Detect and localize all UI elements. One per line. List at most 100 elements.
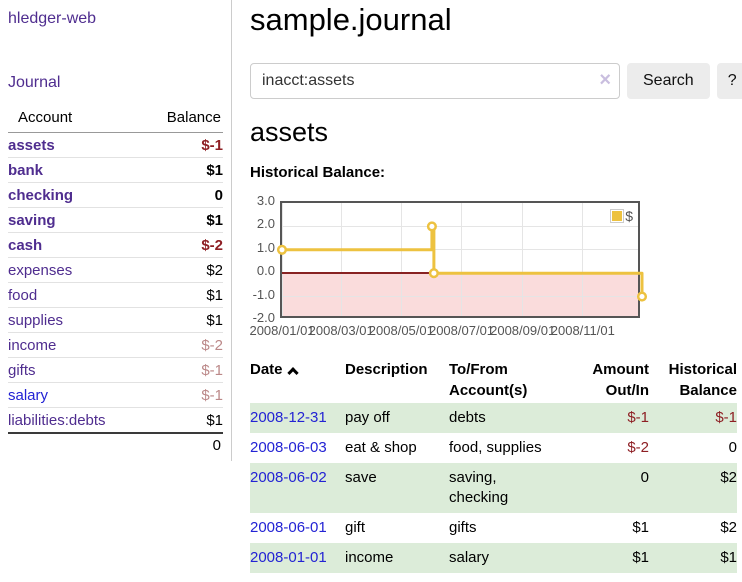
transaction-date-link[interactable]: 2008-01-01 (250, 549, 327, 566)
transaction-accounts: food, supplies (449, 439, 542, 456)
transaction-accounts: saving, checking (449, 469, 509, 506)
account-link-salary[interactable]: salary (8, 386, 49, 404)
amount-header-line2: Out/In (605, 382, 649, 399)
transaction-row: 2008-06-02 save saving, checking 0 $2 (250, 463, 737, 513)
account-heading: assets (250, 117, 329, 147)
account-link-bank[interactable]: bank (8, 161, 44, 179)
accounts-header-row: Account Balance (8, 106, 223, 133)
account-balance: $-1 (136, 357, 223, 383)
account-balance: $1 (136, 307, 223, 333)
account-link-cash[interactable]: cash (8, 236, 43, 254)
transaction-date-cell: 2008-01-01 (250, 543, 345, 573)
series-swatch-icon (611, 210, 624, 222)
account-link-saving[interactable]: saving (8, 211, 56, 229)
transaction-date-cell: 2008-06-01 (250, 513, 345, 543)
x-tick-label: 2008/05/01 (368, 323, 434, 338)
account-link-gifts[interactable]: gifts (8, 361, 36, 379)
help-button[interactable]: ? (716, 63, 742, 99)
transaction-balance: $2 (720, 519, 737, 536)
balance-chart[interactable]: $ 3.0 2.0 1.0 0.0 -1.0 -2.0 2008/01/01 2008/03/… (249, 193, 648, 343)
transaction-date-cell: 2008-12-31 (250, 403, 345, 433)
x-tick-label: 2008/11/01 (550, 323, 615, 338)
x-tick-label: 2008/07/01 (428, 323, 495, 338)
account-name-cell: salary (8, 382, 137, 408)
register-table: Date Description To/From Account(s) Amou… (250, 357, 737, 573)
y-gridline (282, 225, 638, 227)
amount-header-line1: Amount (592, 361, 649, 378)
account-link-liabilities-debts[interactable]: liabilities:debts (8, 411, 106, 429)
sidebar-item-journal[interactable]: Journal (8, 74, 61, 91)
x-gridline (340, 203, 342, 316)
transaction-date-link[interactable]: 2008-06-02 (250, 469, 327, 486)
account-name-cell: supplies (8, 307, 137, 333)
account-balance: $-2 (136, 232, 223, 258)
account-link-food[interactable]: food (8, 286, 38, 304)
y-tick-label: 2.0 (256, 216, 275, 232)
register-header-description: Description (345, 357, 449, 403)
balance-header-line1: Historical (668, 361, 737, 378)
accounts-total-value: 0 (136, 432, 223, 457)
app-title-link[interactable]: hledger-web (8, 10, 97, 27)
transaction-accounts: debts (449, 409, 486, 426)
transaction-accounts: gifts (449, 519, 477, 536)
sort-ascending-icon (286, 367, 299, 379)
account-link-income[interactable]: income (8, 336, 57, 354)
sidebar: hledger-web Journal Account Balance asse… (0, 0, 232, 461)
account-link-assets[interactable]: assets (8, 136, 55, 154)
transaction-date-link[interactable]: 2008-12-31 (250, 409, 327, 426)
y-tick-label: 3.0 (256, 193, 275, 208)
series-label: $ (625, 208, 633, 224)
transaction-date-link[interactable]: 2008-06-03 (250, 439, 327, 456)
x-tick-label: 2008/01/01 (249, 323, 315, 338)
account-name-cell: saving (8, 207, 137, 233)
balance-header-line2: Balance (679, 382, 737, 399)
date-header-label: Date (250, 361, 283, 378)
search-button[interactable]: Search (627, 63, 710, 99)
accounts-header-balance: Balance (136, 106, 223, 133)
transaction-date-cell: 2008-06-03 (250, 433, 345, 463)
account-row: liabilities:debts $1 (8, 407, 223, 433)
y-tick-label: 1.0 (256, 239, 275, 255)
page-title: sample.journal (250, 2, 452, 37)
account-link-supplies[interactable]: supplies (8, 311, 64, 329)
account-name-cell: liabilities:debts (8, 407, 137, 433)
clear-search-icon[interactable]: × (599, 69, 611, 92)
register-header-amount: Amount Out/In (577, 357, 649, 403)
transaction-amount: $-2 (627, 439, 649, 456)
account-row: bank $1 (8, 157, 223, 183)
transaction-description: save (345, 469, 377, 486)
register-header-balance: Historical Balance (649, 357, 737, 403)
account-row: salary $-1 (8, 382, 223, 408)
x-gridline (400, 203, 402, 316)
chart-title: Historical Balance: (250, 164, 386, 181)
x-tick-label: 2008/03/01 (308, 323, 374, 338)
register-header-date[interactable]: Date (250, 357, 345, 403)
account-name-cell: food (8, 282, 137, 308)
account-link-checking[interactable]: checking (8, 186, 74, 204)
transaction-balance: $2 (720, 469, 737, 486)
account-row: supplies $1 (8, 307, 223, 333)
transaction-date-link[interactable]: 2008-06-01 (250, 519, 327, 536)
account-link-expenses[interactable]: expenses (8, 261, 73, 279)
transaction-balance: $1 (720, 549, 737, 566)
account-name-cell: assets (8, 133, 136, 158)
main-content: sample.journal × Search ? assets Histori… (232, 0, 742, 573)
transaction-accounts: salary (449, 549, 490, 566)
y-tick-label: -2.0 (252, 310, 275, 325)
account-row: checking 0 (8, 182, 223, 208)
transaction-row: 2008-12-31 pay off debts $-1 $-1 (250, 403, 737, 433)
transaction-description: gift (345, 519, 366, 536)
account-balance: $1 (136, 407, 223, 433)
y-tick-label: -1.0 (252, 286, 275, 302)
description-header-label: Description (345, 361, 428, 378)
account-balance: $-2 (136, 332, 223, 358)
account-balance: $-1 (136, 382, 223, 408)
account-balance: $1 (136, 207, 223, 233)
search-input[interactable] (250, 63, 620, 99)
account-name-cell: bank (8, 157, 137, 183)
transaction-amount: $1 (632, 519, 649, 536)
transaction-description: eat & shop (345, 439, 417, 456)
x-gridline (461, 203, 462, 316)
account-row: saving $1 (8, 207, 223, 233)
